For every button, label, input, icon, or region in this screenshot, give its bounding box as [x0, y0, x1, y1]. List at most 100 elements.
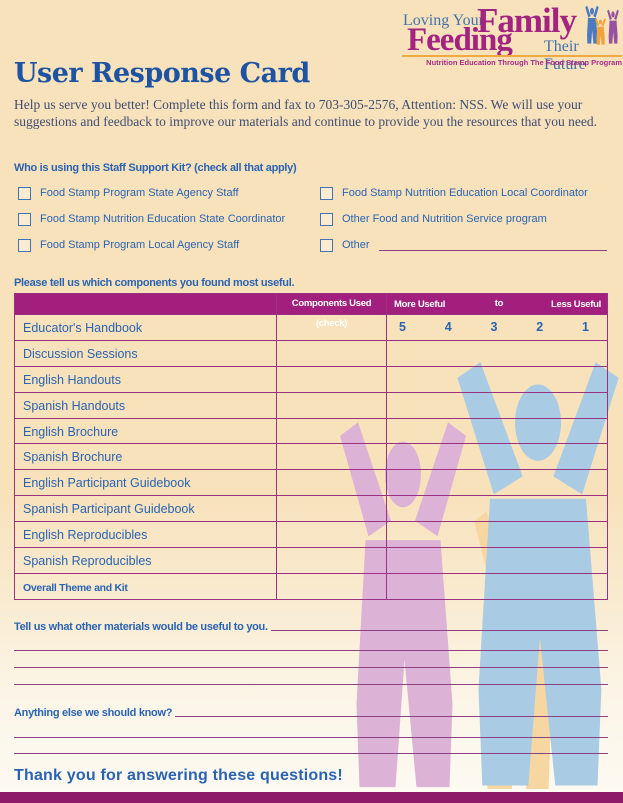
table-row: Spanish Reproducibles: [15, 547, 607, 573]
checkbox[interactable]: [18, 238, 31, 252]
other-materials-heading: Tell us what other materials would be us…: [14, 621, 268, 633]
rating-scale-number: 4: [444, 320, 452, 334]
family-figures-icon: [585, 5, 619, 45]
components-used-cell[interactable]: [276, 418, 386, 444]
anything-else-prompt: Anything else we should know?: [14, 706, 608, 719]
table-row: Overall Theme and Kit: [15, 572, 607, 599]
checkbox[interactable]: [320, 186, 333, 200]
anything-else-heading: Anything else we should know?: [14, 707, 173, 719]
rating-cell[interactable]: [386, 573, 607, 599]
other-materials-prompt: Tell us what other materials would be us…: [14, 620, 608, 633]
logo-orange-rule: [402, 55, 622, 57]
rating-cell[interactable]: [386, 340, 607, 366]
checkbox-option: Other Food and Nutrition Service program: [320, 212, 547, 226]
logo-loving-your: Loving Your: [403, 12, 484, 29]
logo-their-future: Their Future: [544, 38, 586, 73]
rating-scale-number: 3: [490, 320, 498, 334]
checkbox-label: Food Stamp Nutrition Education Local Coo…: [342, 187, 588, 199]
who-section-heading: Who is using this Staff Support Kit? (ch…: [14, 162, 297, 174]
components-used-cell[interactable]: [276, 470, 386, 496]
rating-cell[interactable]: [386, 470, 607, 496]
components-used-cell[interactable]: [276, 548, 386, 573]
rating-cell[interactable]: 5 4 3 2 1: [386, 315, 607, 340]
component-label: Educator's Handbook: [23, 321, 143, 335]
logo-family: Family: [477, 1, 577, 40]
table-row: English Handouts: [15, 365, 607, 392]
write-in-line[interactable]: [175, 706, 608, 717]
intro-text: Help us serve you better! Complete this …: [14, 97, 597, 129]
checkbox-option: Food Stamp Nutrition Education State Coo…: [18, 212, 285, 226]
checkbox[interactable]: [18, 186, 31, 200]
table-row: English Participant Guidebook: [15, 469, 607, 496]
rating-cell[interactable]: [386, 366, 607, 392]
logo-tagline: Nutrition Education Through The Food Sta…: [426, 58, 622, 67]
write-in-line[interactable]: [14, 736, 608, 738]
component-label: Spanish Reproducibles: [23, 554, 152, 569]
other-write-in-line[interactable]: [378, 239, 607, 251]
checkbox-option: Food Stamp Program Local Agency Staff: [18, 238, 239, 252]
component-label: Discussion Sessions: [23, 346, 138, 361]
checkbox[interactable]: [320, 238, 333, 252]
checkbox-label: Other Food and Nutrition Service program: [342, 213, 547, 225]
page-title: User Response Card: [14, 58, 310, 89]
checkbox-label: Food Stamp Nutrition Education State Coo…: [40, 213, 286, 225]
component-label: Spanish Participant Guidebook: [23, 502, 195, 517]
components-table-header: Components Used (check) More Useful to L…: [15, 294, 607, 329]
rating-cell[interactable]: [386, 444, 607, 470]
components-table: Components Used (check) More Useful to L…: [14, 293, 608, 600]
rating-scale-number: 2: [536, 320, 544, 334]
closing-text: Thank you for answering these questions!: [14, 767, 343, 784]
rating-scale-number: 5: [399, 320, 406, 334]
scale-less-useful-label: Less Useful: [550, 298, 601, 310]
checkbox-label: Other: [342, 239, 370, 251]
rating-cell[interactable]: [386, 548, 607, 573]
component-label: Overall Theme and Kit: [23, 581, 128, 594]
rating-scale-number: 1: [582, 320, 589, 334]
write-in-line[interactable]: [14, 649, 608, 651]
components-used-cell[interactable]: [276, 444, 386, 470]
components-used-cell[interactable]: [276, 340, 386, 366]
write-in-line[interactable]: [14, 683, 608, 685]
table-row: Spanish Brochure: [15, 443, 607, 470]
checkbox-option: Food Stamp Nutrition Education Local Coo…: [320, 186, 588, 200]
write-in-line[interactable]: [14, 666, 608, 668]
checkbox-label: Food Stamp Program State Agency Staff: [40, 187, 239, 199]
table-row: Educator's Handbook 5 4 3 2 1: [15, 314, 607, 340]
rating-cell[interactable]: [386, 418, 607, 444]
checkbox-option-other: Other: [320, 238, 608, 252]
component-label: Spanish Brochure: [23, 450, 123, 465]
rating-cell[interactable]: [386, 392, 607, 418]
bottom-bar: [0, 792, 623, 803]
table-row: Discussion Sessions: [15, 339, 607, 366]
header-component-column: [15, 294, 276, 314]
table-row: Spanish Handouts: [15, 391, 607, 418]
table-row: Spanish Participant Guidebook: [15, 495, 607, 522]
checkbox[interactable]: [320, 212, 333, 226]
components-used-cell[interactable]: [276, 366, 386, 392]
component-label: English Reproducibles: [23, 528, 148, 543]
component-label: Spanish Handouts: [23, 398, 126, 413]
checkbox-label: Food Stamp Program Local Agency Staff: [40, 239, 240, 251]
write-in-line[interactable]: [270, 620, 608, 631]
scale-more-useful-label: More Useful: [394, 298, 446, 310]
rating-cell[interactable]: [386, 522, 607, 548]
header-rating-scale: More Useful to Less Useful: [386, 294, 607, 314]
components-used-cell[interactable]: [276, 392, 386, 418]
table-row: English Reproducibles: [15, 521, 607, 548]
components-used-cell[interactable]: [276, 496, 386, 522]
components-section-heading: Please tell us which components you foun…: [14, 277, 295, 289]
header-components-used: Components Used (check): [276, 294, 386, 329]
checkbox-option: Food Stamp Program State Agency Staff: [18, 186, 239, 200]
scale-to-label: to: [494, 298, 504, 309]
components-used-cell[interactable]: [276, 573, 386, 599]
component-label: English Brochure: [23, 424, 119, 439]
logo-feeding: Feeding: [407, 22, 513, 58]
component-label: English Handouts: [23, 372, 121, 387]
table-row: English Brochure: [15, 417, 607, 444]
components-used-cell[interactable]: [276, 315, 386, 340]
rating-cell[interactable]: [386, 496, 607, 522]
write-in-line[interactable]: [14, 752, 608, 754]
components-used-cell[interactable]: [276, 522, 386, 548]
checkbox[interactable]: [18, 212, 31, 226]
